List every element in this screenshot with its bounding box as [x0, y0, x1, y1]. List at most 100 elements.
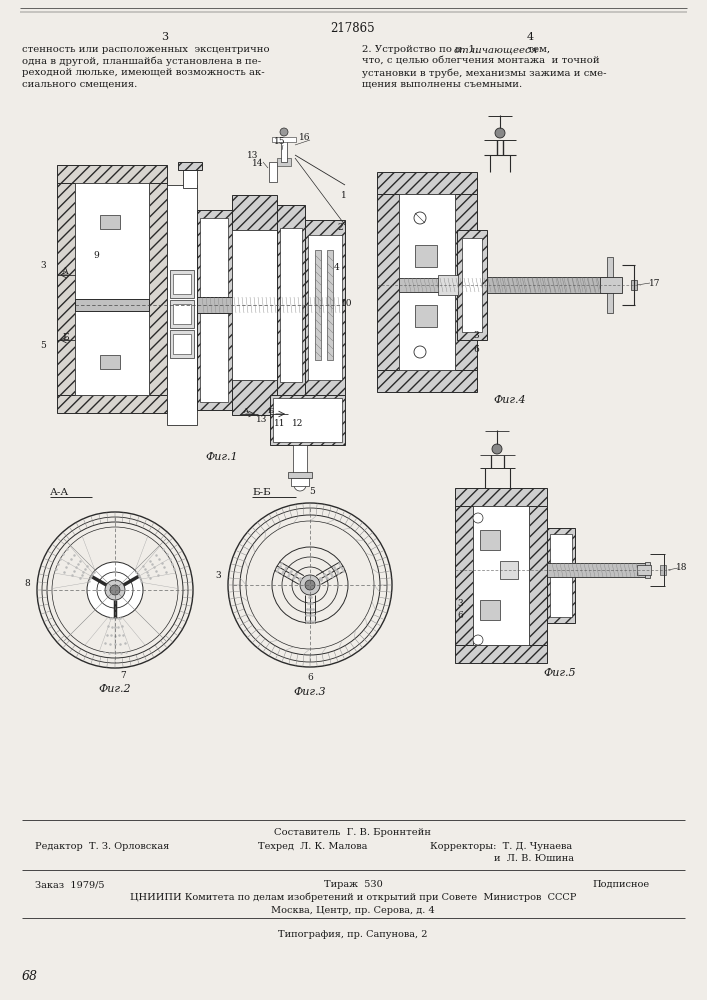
Text: и  Л. В. Юшина: и Л. В. Юшина: [494, 854, 574, 863]
Text: Б-Б: Б-Б: [252, 488, 271, 497]
Bar: [170, 330, 194, 358]
Bar: [637, 565, 651, 575]
Bar: [281, 140, 287, 162]
Text: 6: 6: [307, 672, 313, 682]
Bar: [100, 215, 120, 229]
Text: Подписное: Подписное: [593, 880, 650, 889]
Bar: [173, 334, 191, 354]
Text: Редактор  Т. З. Орловская: Редактор Т. З. Орловская: [35, 842, 169, 851]
Bar: [280, 228, 302, 382]
Bar: [100, 355, 120, 369]
Bar: [173, 274, 191, 294]
Text: установки в трубе, механизмы зажима и сме-: установки в трубе, механизмы зажима и см…: [362, 68, 607, 78]
Bar: [480, 530, 500, 550]
Bar: [288, 472, 312, 478]
Bar: [415, 305, 437, 327]
Bar: [57, 183, 75, 395]
Text: 11: 11: [274, 420, 286, 428]
Text: тем,: тем,: [521, 45, 550, 54]
Circle shape: [495, 128, 505, 138]
Text: ЦНИИПИ Комитета по делам изобретений и открытий при Совете  Министров  СССР: ЦНИИПИ Комитета по делам изобретений и о…: [130, 893, 576, 902]
Bar: [550, 534, 572, 617]
Bar: [197, 297, 345, 313]
Bar: [232, 195, 277, 230]
Bar: [57, 165, 167, 183]
Circle shape: [305, 580, 315, 590]
Text: Фиг.3: Фиг.3: [293, 687, 327, 697]
Bar: [660, 565, 666, 575]
Circle shape: [280, 128, 288, 136]
Text: Москва, Центр, пр. Серова, д. 4: Москва, Центр, пр. Серова, д. 4: [271, 906, 435, 915]
Text: 6: 6: [457, 611, 463, 620]
Text: Фиг.2: Фиг.2: [99, 684, 132, 694]
Text: 3: 3: [215, 570, 221, 580]
Text: 15: 15: [274, 137, 286, 146]
Text: 6: 6: [473, 346, 479, 355]
Text: 8: 8: [24, 580, 30, 588]
Circle shape: [473, 635, 483, 645]
Text: 2: 2: [337, 224, 343, 232]
Bar: [183, 168, 197, 188]
Bar: [232, 380, 277, 415]
Bar: [173, 304, 191, 324]
Text: отличающееся: отличающееся: [454, 45, 538, 54]
Text: 3: 3: [40, 260, 46, 269]
Text: Б: Б: [62, 333, 69, 342]
Text: 2. Устройство по п. 1,: 2. Устройство по п. 1,: [362, 45, 481, 54]
Bar: [473, 506, 529, 645]
Text: 7: 7: [120, 672, 126, 680]
Text: 16: 16: [299, 132, 311, 141]
Circle shape: [110, 585, 120, 595]
Bar: [500, 561, 518, 579]
Text: Фиг.5: Фиг.5: [544, 668, 576, 678]
Circle shape: [87, 562, 143, 618]
Bar: [270, 395, 345, 445]
Bar: [438, 275, 458, 295]
Bar: [305, 220, 345, 395]
Bar: [455, 488, 547, 506]
Circle shape: [294, 479, 306, 491]
Bar: [480, 600, 500, 620]
Text: 3: 3: [161, 32, 168, 42]
Bar: [167, 185, 197, 425]
Bar: [273, 398, 342, 442]
Bar: [645, 562, 650, 578]
Text: 10: 10: [341, 298, 353, 308]
Text: 4: 4: [334, 262, 340, 271]
Bar: [455, 506, 473, 645]
Text: Типография, пр. Сапунова, 2: Типография, пр. Сапунова, 2: [279, 930, 428, 939]
Text: что, с целью облегчения монтажа  и точной: что, с целью облегчения монтажа и точной: [362, 56, 600, 66]
Text: 217865: 217865: [331, 22, 375, 35]
Circle shape: [492, 444, 502, 454]
Bar: [377, 370, 477, 392]
Text: Фиг.4: Фиг.4: [493, 395, 526, 405]
Text: А-А: А-А: [50, 488, 69, 497]
Bar: [462, 238, 482, 332]
Bar: [197, 210, 232, 410]
Text: сиального смещения.: сиального смещения.: [22, 80, 137, 89]
Bar: [455, 645, 547, 663]
Text: 5: 5: [309, 487, 315, 495]
Text: 3: 3: [473, 330, 479, 340]
Bar: [170, 300, 194, 328]
Text: А: А: [243, 407, 250, 415]
Bar: [457, 230, 487, 340]
Text: щения выполнены съемными.: щения выполнены съемными.: [362, 80, 522, 89]
Bar: [272, 137, 296, 142]
Text: 4: 4: [527, 32, 534, 42]
Circle shape: [414, 346, 426, 358]
Bar: [277, 205, 305, 410]
Text: 1: 1: [341, 190, 347, 200]
Bar: [178, 162, 202, 170]
Circle shape: [300, 575, 320, 595]
Text: стенность или расположенных  эксцентрично: стенность или расположенных эксцентрично: [22, 45, 269, 54]
Bar: [600, 277, 622, 293]
Text: Составитель  Г. В. Броннтейн: Составитель Г. В. Броннтейн: [274, 828, 431, 837]
Text: 18: 18: [677, 564, 688, 572]
Bar: [308, 235, 342, 380]
Bar: [315, 250, 321, 360]
Text: Б: Б: [268, 407, 274, 415]
Bar: [277, 158, 291, 166]
Bar: [149, 183, 167, 395]
Text: Корректоры:  Т. Д. Чунаева: Корректоры: Т. Д. Чунаева: [430, 842, 572, 851]
